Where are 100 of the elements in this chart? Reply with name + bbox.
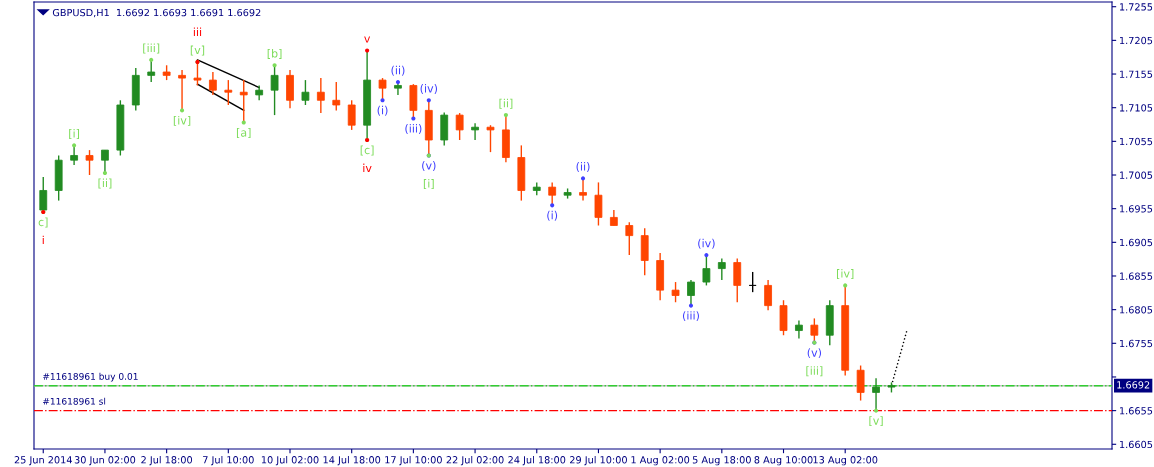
x-tick-label: 24 Jul 18:00: [508, 455, 566, 466]
candlestick: [687, 279, 695, 307]
point: [380, 98, 385, 103]
point: [365, 48, 370, 53]
point: [149, 57, 154, 62]
data-label: (iii): [682, 311, 699, 322]
candlestick: [795, 319, 803, 340]
x-tick-label: 29 Jul 10:00: [570, 455, 627, 466]
data-label: [a]: [236, 128, 251, 138]
x-tick-label: 7 Jul 10:00: [203, 455, 254, 466]
candlestick: [316, 77, 325, 114]
data-label: (v): [807, 348, 822, 359]
point: [72, 143, 77, 148]
candlestick: [717, 257, 726, 281]
y-tick-label: 1.6755: [1120, 339, 1153, 348]
data-label: [i]: [423, 179, 434, 190]
data-label: (i): [377, 105, 388, 116]
data-label: (v): [422, 161, 436, 171]
data-label: v: [364, 36, 371, 43]
point: [580, 176, 586, 181]
x-tick-label: 25 Jun 2014: [14, 456, 72, 466]
candlestick: [347, 99, 356, 131]
candlestick: [856, 364, 865, 402]
x-tick-label: 5 Aug 18:00: [692, 456, 751, 466]
y-tick-label: 1.6955: [1120, 205, 1153, 213]
candlestick: [70, 144, 78, 166]
candlestick: [101, 149, 109, 174]
ref-line-label: 1.6692: [1117, 381, 1150, 389]
x-tick-label: 13 Aug 02:00: [813, 456, 878, 466]
y-tick-label: 1.7255: [1120, 3, 1153, 11]
y-tick-label: 1.7055: [1120, 137, 1153, 146]
y-tick-label: 1.6655: [1120, 407, 1153, 415]
y-tick-label: 1.6605: [1120, 440, 1153, 449]
candlestick: [548, 181, 557, 206]
y-tick-label: 1.7205: [1120, 36, 1153, 45]
data-label: [ii]: [98, 178, 112, 189]
point: [241, 120, 246, 125]
data-label: [iii]: [143, 43, 160, 54]
candlestick: [579, 177, 587, 202]
x-tick-label: 10 Jul 02:00: [261, 455, 319, 466]
candlestick: [209, 71, 217, 96]
candlestick: [301, 79, 310, 106]
point: [550, 203, 555, 208]
data-label: i: [42, 235, 44, 245]
y-tick-label: 1.6905: [1120, 238, 1153, 247]
x-tick-label: 22 Jul 02:00: [446, 455, 504, 466]
candlestick: [671, 281, 680, 303]
text: GBPUSD,H1 1.6692 1.6693 1.6691 1.6692: [52, 8, 261, 18]
data-label: (iii): [405, 124, 422, 134]
candlestick: [872, 377, 880, 412]
candlestick: [625, 221, 634, 256]
point: [688, 303, 694, 308]
candlestick: [239, 79, 248, 124]
candlestick: [332, 81, 341, 112]
data-label: iii: [193, 27, 202, 36]
data-label: [i]: [69, 129, 80, 139]
data-label: iv: [363, 163, 372, 173]
candlestick: [224, 79, 233, 106]
candlestick: [486, 124, 495, 153]
y-tick-label: 1.7105: [1120, 104, 1153, 112]
candlestick: [193, 61, 202, 87]
candlestick: [594, 181, 603, 227]
x-tick-label: 1 Aug 02:00: [631, 456, 690, 466]
candlestick: [471, 122, 479, 141]
point: [426, 98, 431, 103]
candlestick: [39, 176, 48, 213]
data-label: [v]: [869, 416, 883, 427]
point: [873, 408, 879, 413]
point: [395, 80, 401, 85]
data-label: [iv]: [836, 269, 854, 280]
candlestick: [455, 112, 464, 141]
data-label: (ii): [576, 162, 590, 172]
candlestick: [810, 317, 819, 344]
data-label: (iv): [698, 238, 715, 249]
x-tick-label: 2 Jul 18:00: [141, 455, 193, 466]
candlestick: [85, 149, 94, 176]
ref-line-label: #11618961 buy 0.01: [43, 372, 138, 382]
y-tick-label: 1.6855: [1120, 272, 1153, 280]
x-tick-label: 8 Aug 10:00: [754, 456, 813, 466]
y-tick-label: 1.6805: [1120, 306, 1153, 314]
point: [843, 283, 848, 288]
data-label: c]: [38, 217, 48, 228]
candlestick: [178, 69, 186, 112]
data-label: [ii]: [499, 98, 513, 109]
candlestick: [378, 77, 387, 101]
data-label: [b]: [267, 48, 282, 59]
point: [503, 113, 508, 118]
data-label: (ii): [391, 65, 405, 76]
data-label: (iv): [420, 83, 438, 94]
x-tick-label: 17 Jul 10:00: [385, 455, 442, 466]
data-label: [c]: [360, 145, 374, 156]
x-tick-label: 14 Jul 18:00: [323, 455, 381, 466]
data-label: [v]: [190, 45, 205, 56]
data-label: [iii]: [806, 366, 823, 377]
candlestick: [702, 254, 711, 287]
point: [102, 170, 108, 176]
candlestick: [733, 257, 742, 303]
candlestick: [147, 59, 156, 83]
y-tick-label: 1.7005: [1120, 171, 1153, 179]
candlestick: [764, 279, 772, 312]
